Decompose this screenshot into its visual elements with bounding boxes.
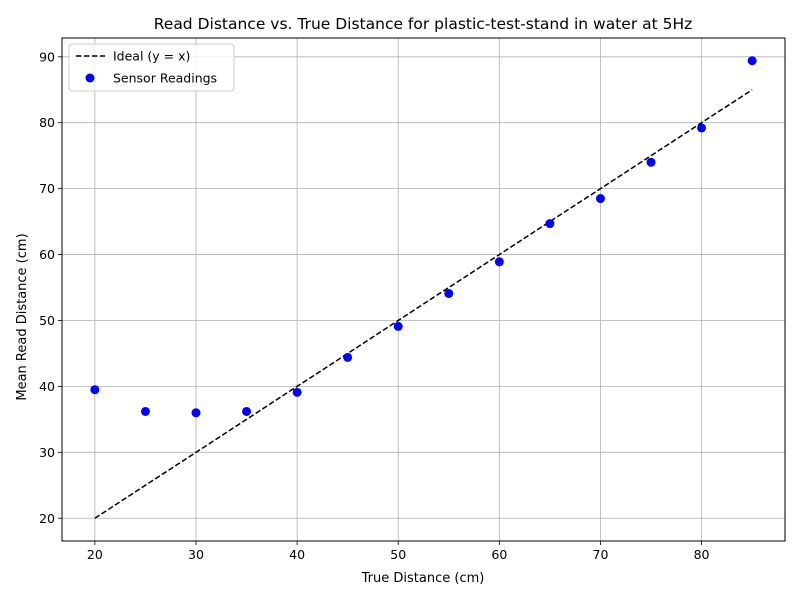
x-tick-label: 40 (289, 547, 305, 562)
plot-series (90, 56, 757, 519)
sensor-reading-point (494, 257, 504, 267)
sensor-reading-point (292, 387, 302, 397)
sensor-reading-point (747, 56, 757, 66)
sensor-reading-point (697, 123, 707, 133)
y-tick-label: 70 (39, 181, 55, 196)
sensor-reading-point (343, 352, 353, 362)
plot-frame (61, 37, 786, 542)
sensor-reading-point (444, 288, 454, 298)
x-axis-label: True Distance (cm) (361, 571, 485, 586)
ideal-reference-line (94, 89, 753, 519)
sensor-reading-point (140, 406, 150, 416)
sensor-reading-point (191, 408, 201, 418)
grid (62, 38, 785, 541)
legend-box (68, 43, 235, 92)
y-tick-label: 50 (39, 313, 55, 328)
sensor-reading-point (90, 385, 100, 395)
axis-ticks: 20 30 40 50 60 70 80 20 30 40 50 60 70 80 90 (39, 49, 709, 562)
x-tick-label: 20 (87, 547, 103, 562)
legend: Ideal (y = x) Sensor Readings (68, 43, 235, 92)
y-tick-label: 90 (39, 49, 55, 64)
y-tick-label: 80 (39, 115, 55, 130)
sensor-reading-point (242, 406, 252, 416)
sensor-reading-point (646, 157, 656, 167)
y-tick-label: 20 (39, 511, 55, 526)
y-axis-label: Mean Read Distance (cm) (15, 233, 30, 400)
chart-title: Read Distance vs. True Distance for plas… (154, 15, 693, 33)
x-tick-label: 50 (390, 547, 406, 562)
y-tick-label: 40 (39, 379, 55, 394)
sensor-reading-point (545, 219, 555, 229)
x-tick-label: 80 (694, 547, 710, 562)
y-tick-label: 60 (39, 247, 55, 262)
sensor-reading-point (393, 321, 403, 331)
legend-sensor-marker-swatch (85, 73, 95, 83)
legend-sensor-label: Sensor Readings (113, 71, 217, 86)
x-tick-label: 30 (188, 547, 204, 562)
x-tick-label: 60 (491, 547, 507, 562)
y-tick-label: 30 (39, 445, 55, 460)
legend-ideal-label: Ideal (y = x) (113, 49, 190, 64)
x-tick-label: 70 (593, 547, 609, 562)
sensor-reading-point (595, 194, 605, 204)
